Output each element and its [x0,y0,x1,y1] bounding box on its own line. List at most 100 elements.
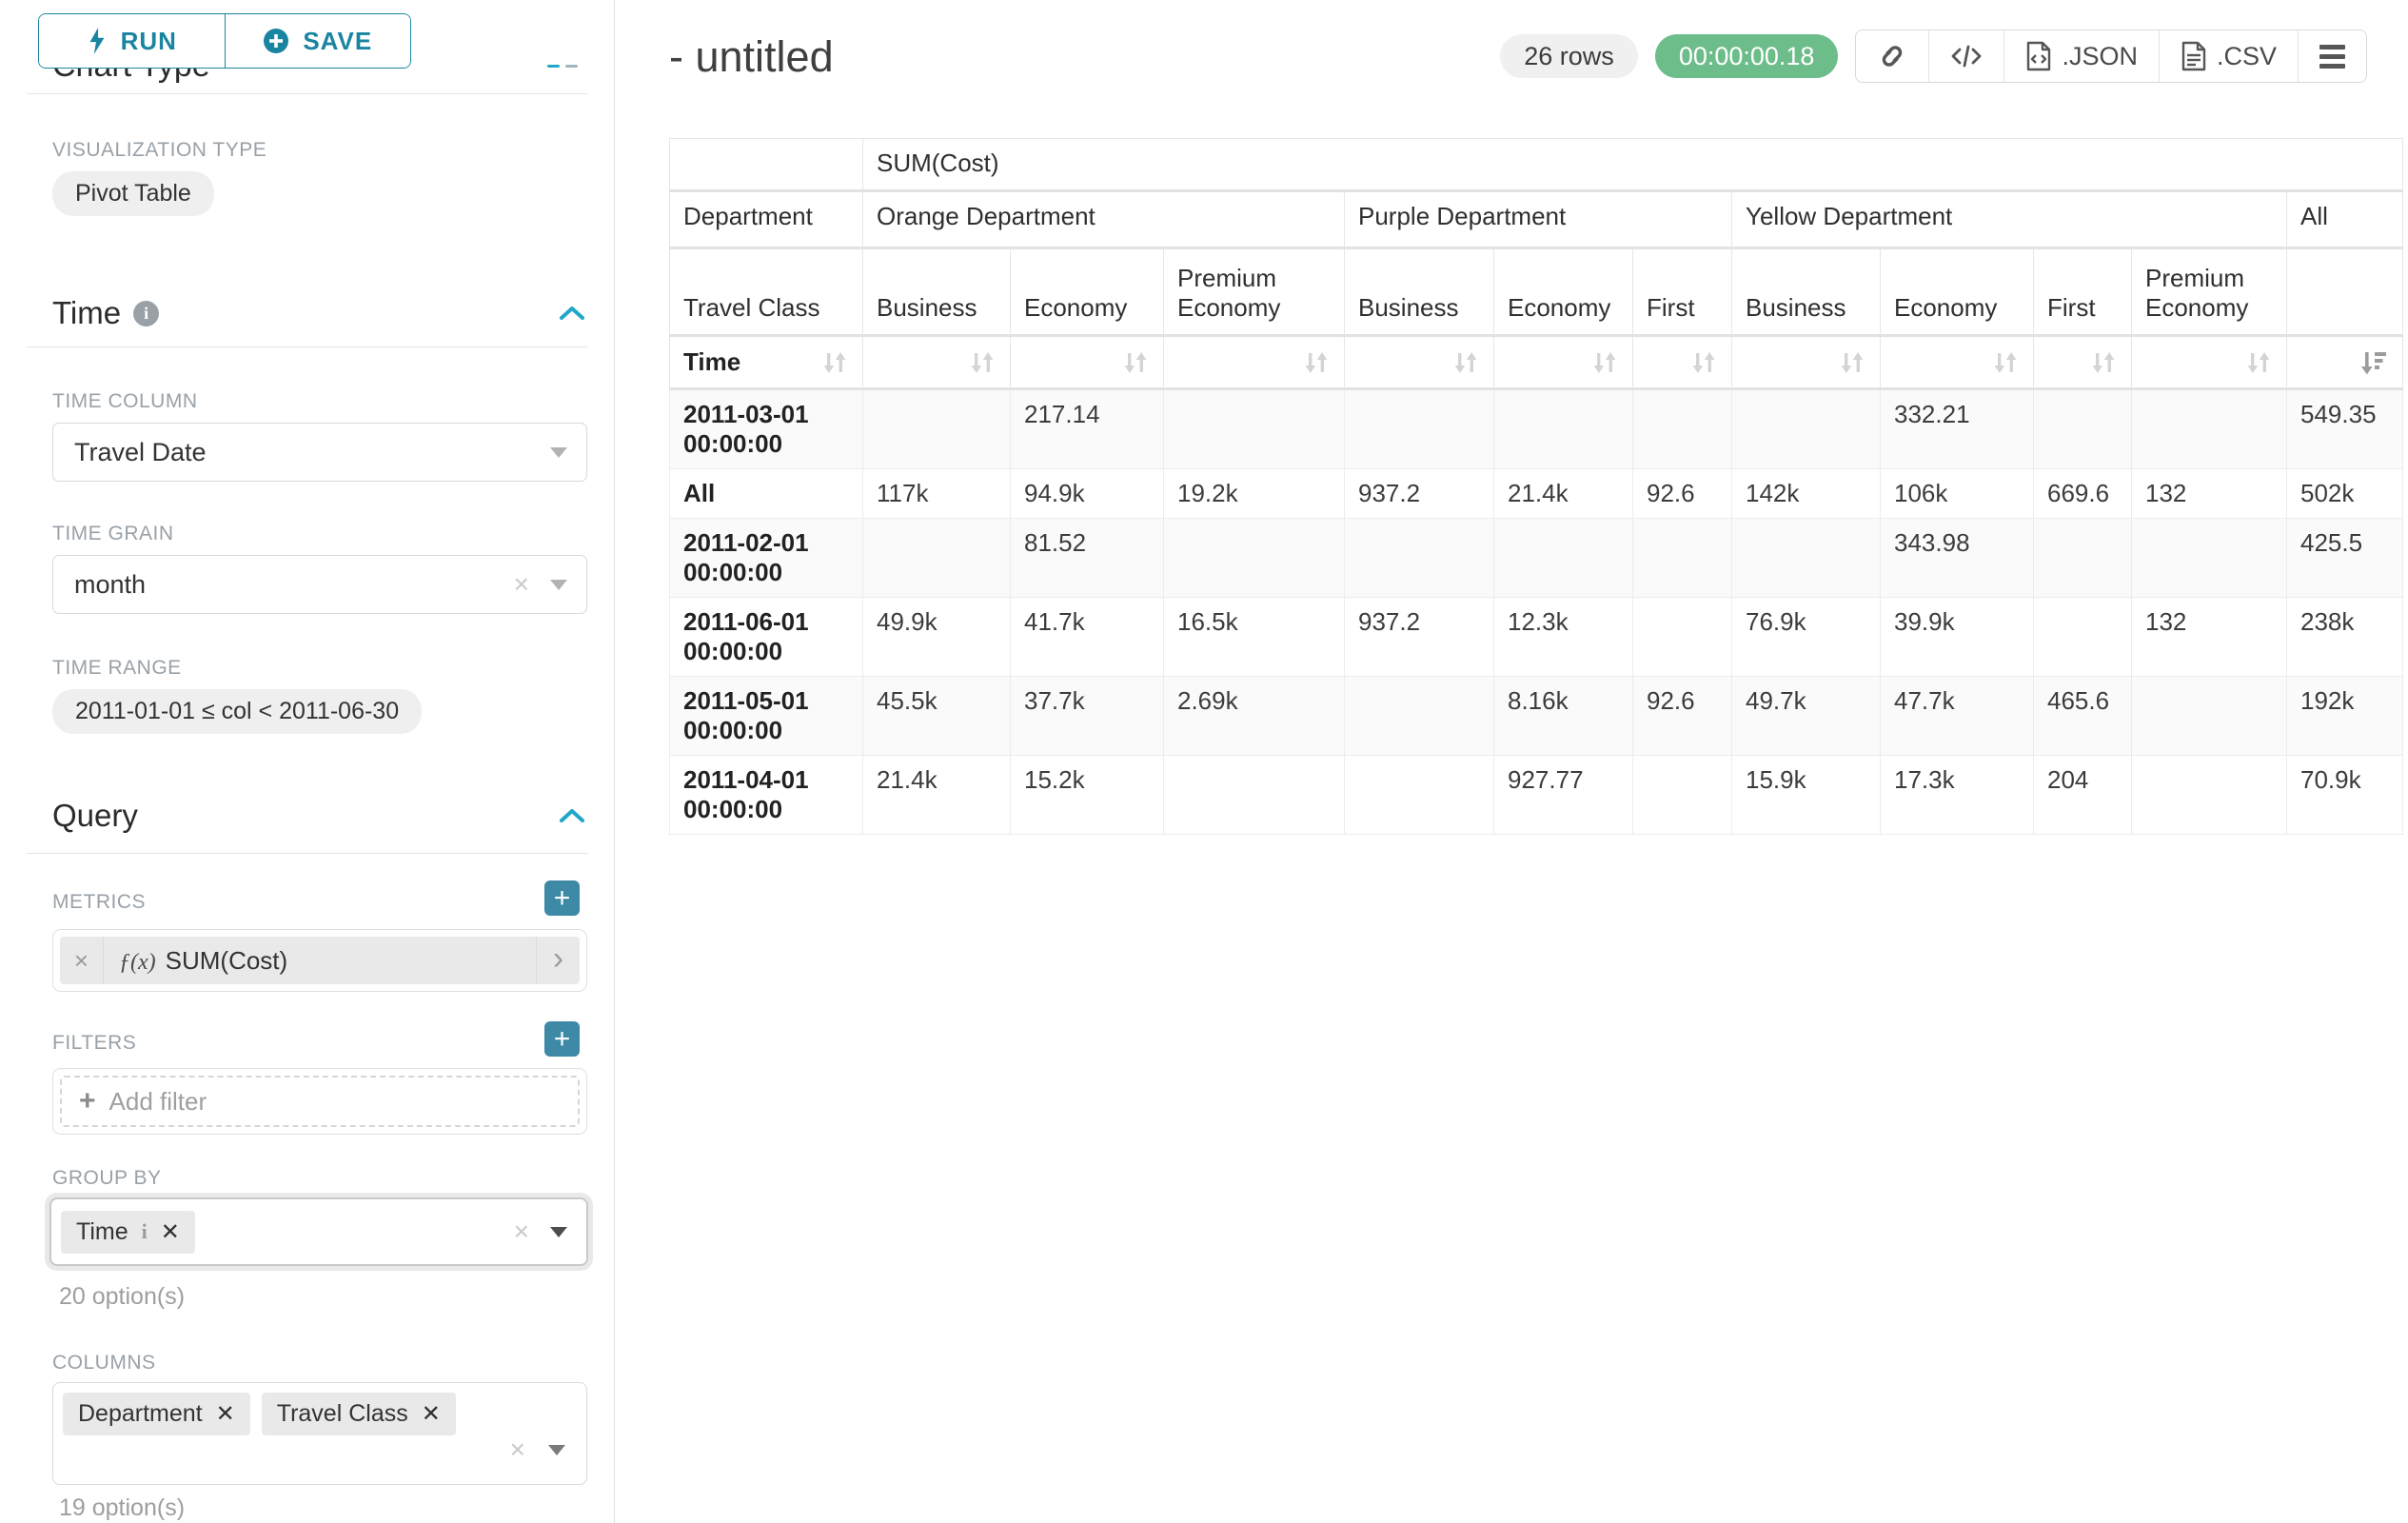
chart-header-actions: 26 rows 00:00:00.18 .JSON .CSV [1500,30,2367,83]
leaf-col-header: Premium Economy [1163,247,1345,337]
column-sort-cell[interactable] [1163,335,1345,390]
remove-chip-icon[interactable]: ✕ [160,1218,180,1245]
embed-code-button[interactable] [1928,30,2003,82]
time-range-label: TIME RANGE [52,657,182,679]
columns-options-count: 19 option(s) [59,1494,186,1521]
time-column-select[interactable]: Travel Date [52,423,587,482]
column-sort-cell[interactable] [2033,335,2132,390]
sort-unsorted-icon[interactable] [2089,349,2118,376]
remove-metric-icon[interactable]: × [60,937,104,984]
columns-chip[interactable]: Travel Class ✕ [261,1393,456,1435]
pivot-value-cell: 132 [2131,597,2287,677]
sort-unsorted-icon[interactable] [820,349,849,376]
columns-chip[interactable]: Department ✕ [63,1393,250,1435]
column-sort-cell[interactable] [1010,335,1164,390]
caret-down-icon[interactable] [548,1444,565,1455]
visualization-type-value[interactable]: Pivot Table [52,171,214,216]
group-by-chip-label: Time [76,1217,128,1245]
pivot-value-cell: 425.5 [2286,518,2403,598]
col-group-header: Orange Department [862,190,1345,249]
pivot-value-cell [1632,388,1732,469]
time-grain-select[interactable]: month × [52,555,587,614]
time-range-row: 2011-01-01 ≤ col < 2011-06-30 [52,689,585,734]
pivot-value-cell: 41.7k [1010,597,1164,677]
chevron-up-icon[interactable] [547,65,560,68]
leaf-col-header: Business [862,247,1011,337]
chevron-up-icon[interactable] [559,808,585,823]
clear-icon[interactable]: × [513,569,529,599]
pivot-value-cell [1493,518,1633,598]
clear-icon[interactable]: × [509,1434,525,1464]
page-title[interactable]: - untitled [669,32,834,81]
copy-link-button[interactable] [1856,30,1928,82]
caret-down-icon[interactable] [550,1226,567,1237]
column-sort-cell[interactable] [1632,335,1732,390]
group-by-options-count: 20 option(s) [59,1283,186,1310]
chevron-up-icon[interactable] [565,65,578,68]
pivot-value-cell: 70.9k [2286,755,2403,835]
group-by-chip[interactable]: Time i ✕ [61,1210,195,1254]
column-sort-cell[interactable] [1731,335,1881,390]
remove-chip-icon[interactable]: ✕ [421,1401,441,1427]
column-sort-cell[interactable] [2286,335,2403,390]
leaf-col-header: Economy [1010,247,1164,337]
sort-unsorted-icon[interactable] [1121,349,1150,376]
metric-header-cell: SUM(Cost) [862,138,2403,192]
filters-container: + Add filter [52,1068,587,1135]
metric-chip[interactable]: × ƒ(x) SUM(Cost) › [60,937,580,984]
export-json-button[interactable]: .JSON [2003,30,2159,82]
sort-header-row: Time [669,335,2403,390]
column-sort-cell[interactable] [1880,335,2034,390]
add-filter-button[interactable]: + [544,1021,580,1057]
sort-unsorted-icon[interactable] [968,349,997,376]
pivot-value-cell: 39.9k [1880,597,2034,677]
pivot-value-cell: 92.6 [1632,468,1732,519]
time-section-header[interactable]: Time i [52,295,585,331]
caret-down-icon [550,579,567,590]
chevron-up-icon[interactable] [559,306,585,321]
column-sort-cell[interactable] [862,335,1011,390]
remove-chip-icon[interactable]: ✕ [215,1401,235,1427]
pivot-value-cell [1632,755,1732,835]
sort-unsorted-icon[interactable] [1302,349,1331,376]
column-sort-cell[interactable] [1344,335,1494,390]
export-csv-button[interactable]: .CSV [2158,30,2298,82]
export-toolbar: .JSON .CSV [1855,30,2367,83]
time-axis-sort-cell[interactable]: Time [669,335,863,390]
pivot-value-cell [862,518,1011,598]
pivot-value-cell: 937.2 [1344,597,1494,677]
sort-unsorted-icon[interactable] [1689,349,1718,376]
column-sort-cell[interactable] [2131,335,2287,390]
clear-icon[interactable]: × [513,1216,529,1246]
save-button[interactable]: SAVE [224,14,410,68]
time-range-value[interactable]: 2011-01-01 ≤ col < 2011-06-30 [52,689,423,734]
column-sort-cell[interactable] [1493,335,1633,390]
add-filter-dropzone[interactable]: + Add filter [60,1076,580,1127]
pivot-value-cell: 332.21 [1880,388,2034,469]
sort-descending-icon[interactable] [2359,349,2389,376]
pivot-value-cell [2131,755,2287,835]
sort-unsorted-icon[interactable] [1991,349,2020,376]
row-header-cell: 2011-06-01 00:00:00 [669,597,863,677]
run-button[interactable]: RUN [39,14,225,68]
sort-unsorted-icon[interactable] [1590,349,1619,376]
pivot-value-cell [1632,597,1732,677]
sort-unsorted-icon[interactable] [1451,349,1480,376]
leaf-col-header [2286,247,2403,337]
sort-unsorted-icon[interactable] [1838,349,1866,376]
pivot-value-cell: 343.98 [1880,518,2034,598]
time-section-title: Time [52,295,122,330]
plus-icon: + [553,881,571,914]
add-metric-button[interactable]: + [544,880,580,916]
visualization-type-label: VISUALIZATION TYPE [52,139,267,161]
save-button-label: SAVE [303,26,373,55]
sort-unsorted-icon[interactable] [2244,349,2273,376]
pivot-value-cell: 49.7k [1731,676,1881,756]
group-by-select[interactable]: Time i ✕ × [49,1197,588,1266]
code-icon [1952,45,1982,68]
chevron-right-icon[interactable]: › [536,937,580,984]
pivot-value-cell: 2.69k [1163,676,1345,756]
query-section-header[interactable]: Query [52,798,585,834]
more-options-button[interactable] [2298,30,2366,82]
columns-select[interactable]: Department ✕ Travel Class ✕ × [52,1382,587,1485]
